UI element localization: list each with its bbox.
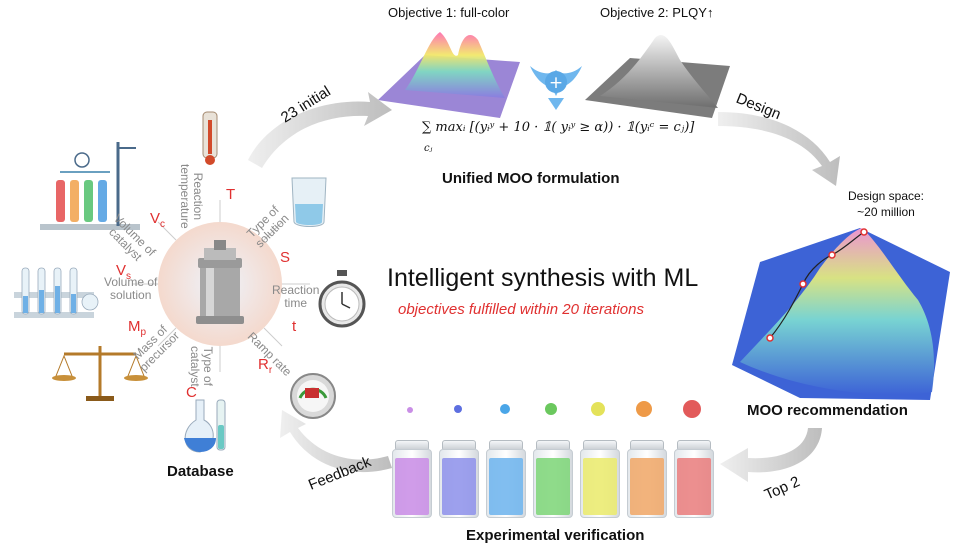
formula-text: ∑ maxᵢ [(yᵢʸ + 10 · 𝟙( yᵢʸ ≥ α)) · 𝟙(yᵢᶜ… bbox=[422, 120, 695, 135]
color-droplets bbox=[407, 400, 701, 418]
param-symbol-letter: V bbox=[116, 262, 127, 279]
vial-liquid bbox=[489, 458, 523, 515]
design-space-line1: Design space: bbox=[847, 189, 925, 203]
vial-body bbox=[392, 449, 432, 518]
param-line1: Volume of bbox=[104, 275, 158, 289]
svg-text:+: + bbox=[549, 73, 563, 93]
param-line2: temperature bbox=[178, 164, 192, 229]
vial-body bbox=[580, 449, 620, 518]
design-space-surface-icon bbox=[732, 228, 950, 400]
param-symbol-S: S bbox=[280, 249, 291, 266]
vial bbox=[392, 440, 432, 518]
vial-liquid bbox=[536, 458, 570, 515]
param-line2: time bbox=[284, 296, 308, 310]
combine-plus-icon: + bbox=[530, 66, 582, 110]
param-line2: solution bbox=[110, 288, 152, 302]
objective2-label: Objective 2: PLQY↑ bbox=[600, 5, 714, 20]
vial bbox=[533, 440, 573, 518]
main-title: Intelligent synthesis with ML bbox=[387, 264, 699, 292]
vial bbox=[627, 440, 667, 518]
moo-recommendation-label: MOO recommendation bbox=[747, 402, 908, 419]
vial-liquid bbox=[583, 458, 617, 515]
vial bbox=[486, 440, 526, 518]
arrow-feedback bbox=[280, 410, 392, 473]
design-space-line2: ~20 million bbox=[857, 205, 915, 219]
vial bbox=[580, 440, 620, 518]
stopwatch-icon bbox=[318, 270, 366, 328]
vial-liquid bbox=[442, 458, 476, 515]
database-label: Database bbox=[167, 463, 234, 480]
param-symbol-Vc: Vc bbox=[150, 210, 165, 230]
param-symbol-letter: V bbox=[150, 210, 161, 227]
arrow-top2 bbox=[720, 428, 822, 482]
objective2-surface-icon bbox=[585, 35, 730, 118]
vial bbox=[674, 440, 714, 518]
param-symbol-sub: r bbox=[268, 365, 273, 376]
vial-body bbox=[627, 449, 667, 518]
param-line1: Reaction bbox=[272, 283, 320, 297]
vial-liquid bbox=[677, 458, 711, 515]
unified-moo-label: Unified MOO formulation bbox=[442, 170, 620, 187]
param-line1: Reaction bbox=[191, 172, 205, 221]
param-symbol-letter: M bbox=[128, 318, 141, 335]
param-symbol-M: Mp bbox=[128, 318, 146, 338]
param-symbol-Vs: Vs bbox=[116, 262, 131, 282]
test-tube-rack-icon bbox=[14, 267, 99, 318]
objective1-surface-icon bbox=[378, 32, 520, 118]
param-symbol-sub: c bbox=[160, 219, 166, 230]
formula-subscript: cⱼ bbox=[424, 143, 433, 154]
param-volume-of-solution: Volume of solution bbox=[104, 276, 157, 302]
distillation-apparatus-icon bbox=[40, 142, 140, 230]
param-type-of-catalyst: Type of catalyst bbox=[188, 346, 215, 387]
beaker-icon bbox=[291, 177, 327, 227]
param-symbol-sub: p bbox=[140, 327, 147, 338]
moo-formula: ∑ maxᵢ [(yᵢʸ + 10 · 𝟙( yᵢʸ ≥ α)) · 𝟙(yᵢᶜ… bbox=[422, 120, 694, 135]
thermometer-icon bbox=[202, 111, 218, 165]
sub-title: objectives fulfilled within 20 iteration… bbox=[398, 301, 644, 318]
vial-body bbox=[486, 449, 526, 518]
vial bbox=[439, 440, 479, 518]
vial-liquid bbox=[630, 458, 664, 515]
arrow-initial bbox=[248, 92, 392, 168]
param-symbol-C: C bbox=[186, 384, 197, 401]
param-line2: catalyst bbox=[188, 346, 202, 387]
autoclave-icon bbox=[196, 240, 244, 324]
flask-icon bbox=[184, 399, 226, 453]
vial-body bbox=[533, 449, 573, 518]
objective1-label: Objective 1: full-color bbox=[388, 5, 510, 20]
vial-body bbox=[674, 449, 714, 518]
param-symbol-T: T bbox=[226, 186, 236, 203]
param-symbol-R: Rr bbox=[258, 356, 272, 376]
param-symbol-letter: R bbox=[258, 356, 269, 373]
param-reaction-temperature: Reaction temperature bbox=[178, 164, 205, 229]
param-symbol-t: t bbox=[292, 318, 297, 335]
gauge-icon bbox=[290, 373, 336, 419]
vial-body bbox=[439, 449, 479, 518]
param-symbol-sub: s bbox=[126, 271, 132, 282]
vial-liquid bbox=[395, 458, 429, 515]
param-reaction-time: Reaction time bbox=[272, 284, 319, 310]
experimental-verification-label: Experimental verification bbox=[466, 527, 645, 544]
balance-scale-icon bbox=[52, 346, 148, 401]
arrow-design bbox=[718, 112, 840, 186]
design-space-label: Design space: ~20 million bbox=[826, 188, 946, 220]
param-line1: Type of bbox=[201, 346, 215, 387]
